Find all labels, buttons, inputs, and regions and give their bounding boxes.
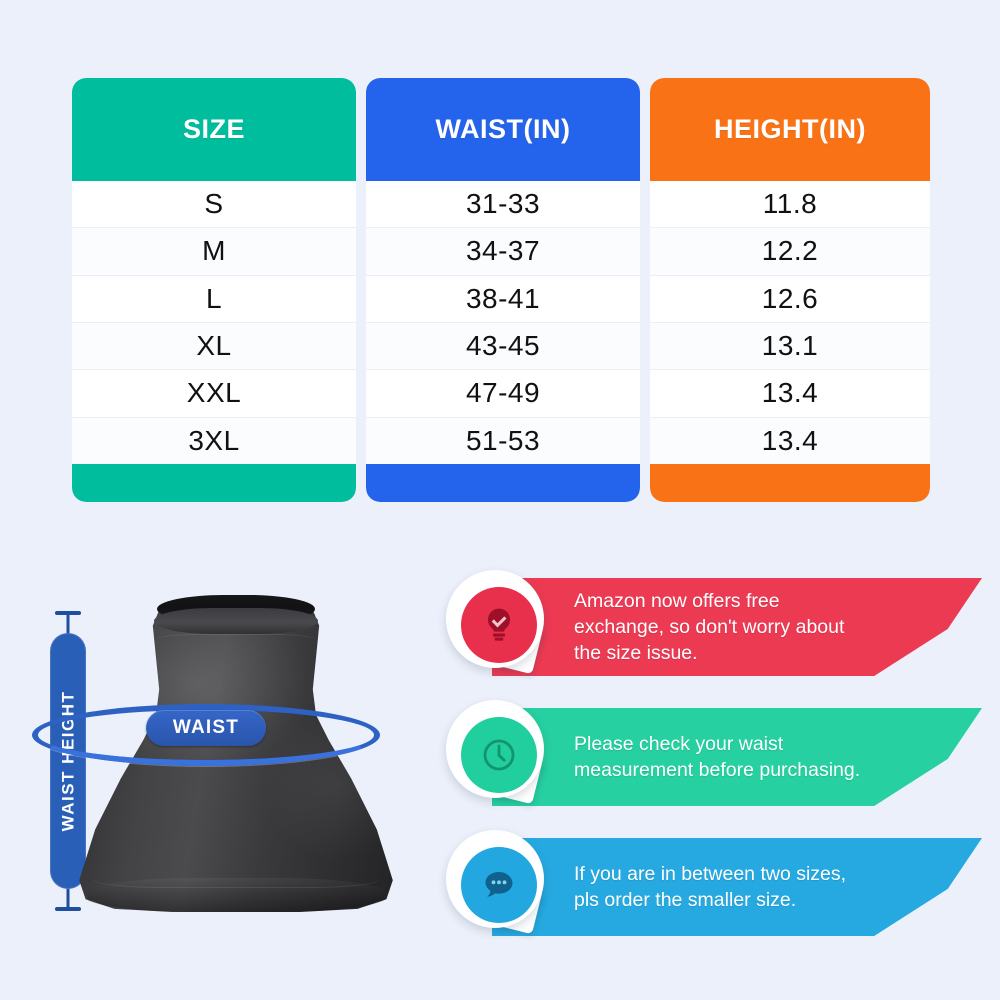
callout-badge	[442, 694, 550, 812]
callout-badge	[442, 824, 550, 942]
belt-bottom-edge	[82, 878, 390, 912]
size-chart-table: SIZE S M L XL XXL 3XL WAIST(IN) 31-33 34…	[72, 78, 930, 502]
belt-bottom-seam	[92, 870, 380, 888]
table-cell-height: 13.4	[650, 370, 930, 418]
product-illustration: WAIST HEIGHT WAIST	[18, 556, 428, 986]
table-cell-height: 11.8	[650, 181, 930, 229]
waist-height-label-text: WAIST HEIGHT	[58, 690, 77, 832]
badge-ring	[446, 700, 544, 798]
table-cell-size: M	[72, 228, 356, 276]
table-cell-waist: 43-45	[366, 322, 640, 371]
badge-ring	[446, 570, 544, 668]
table-cell-height: 13.1	[650, 322, 930, 371]
column-body-size: S M L XL XXL 3XL	[72, 181, 356, 464]
clock-icon	[479, 735, 519, 775]
table-cell-waist: 34-37	[366, 228, 640, 276]
column-header-waist: WAIST(IN)	[366, 78, 640, 181]
callout-text: Amazon now offers free exchange, so don'…	[574, 589, 845, 665]
callout-text: Please check your waist measurement befo…	[574, 732, 861, 781]
callout-item: If you are in between two sizes, pls ord…	[440, 824, 985, 946]
callout-banner: Amazon now offers free exchange, so don'…	[492, 578, 982, 676]
table-cell-size: S	[72, 181, 356, 229]
waist-height-label: WAIST HEIGHT	[50, 633, 86, 889]
table-cell-size: XXL	[72, 370, 356, 418]
callout-text: If you are in between two sizes, pls ord…	[574, 862, 847, 911]
belt-top-lip	[154, 608, 318, 634]
badge-disc	[461, 717, 537, 793]
badge-disc	[461, 847, 537, 923]
callout-banner: Please check your waist measurement befo…	[492, 708, 982, 806]
table-cell-size: XL	[72, 322, 356, 371]
table-cell-height: 12.2	[650, 228, 930, 276]
callout-badge	[442, 564, 550, 682]
column-body-height: 11.8 12.2 12.6 13.1 13.4 13.4	[650, 181, 930, 464]
measure-cap-top	[55, 611, 81, 615]
belt-top-seam	[156, 634, 316, 646]
badge-disc	[461, 587, 537, 663]
info-callout-list: Amazon now offers free exchange, so don'…	[440, 556, 985, 976]
table-column-height: HEIGHT(IN) 11.8 12.2 12.6 13.1 13.4 13.4	[650, 78, 930, 502]
waist-label: WAIST	[146, 710, 266, 746]
table-cell-size: L	[72, 275, 356, 323]
table-cell-waist: 47-49	[366, 370, 640, 418]
waist-circumference-ring-front	[32, 704, 380, 766]
table-cell-height: 13.4	[650, 417, 930, 464]
callout-item: Please check your waist measurement befo…	[440, 694, 985, 816]
column-body-waist: 31-33 34-37 38-41 43-45 47-49 51-53	[366, 181, 640, 464]
table-cell-waist: 38-41	[366, 275, 640, 323]
callout-banner: If you are in between two sizes, pls ord…	[492, 838, 982, 936]
table-cell-waist: 51-53	[366, 417, 640, 464]
table-cell-waist: 31-33	[366, 181, 640, 229]
badge-ring	[446, 830, 544, 928]
table-column-size: SIZE S M L XL XXL 3XL	[72, 78, 356, 502]
table-cell-height: 12.6	[650, 275, 930, 323]
callout-item: Amazon now offers free exchange, so don'…	[440, 564, 985, 686]
table-column-waist: WAIST(IN) 31-33 34-37 38-41 43-45 47-49 …	[366, 78, 640, 502]
column-header-height: HEIGHT(IN)	[650, 78, 930, 181]
column-footer-waist	[366, 464, 640, 502]
column-footer-height	[650, 464, 930, 502]
measure-cap-bottom	[55, 907, 81, 911]
chat-bubble-icon	[479, 865, 519, 905]
waist-height-measure: WAIST HEIGHT	[46, 611, 90, 911]
table-cell-size: 3XL	[72, 417, 356, 464]
column-header-size: SIZE	[72, 78, 356, 181]
lightbulb-check-icon	[479, 605, 519, 645]
column-footer-size	[72, 464, 356, 502]
waist-label-text: WAIST	[172, 717, 240, 738]
